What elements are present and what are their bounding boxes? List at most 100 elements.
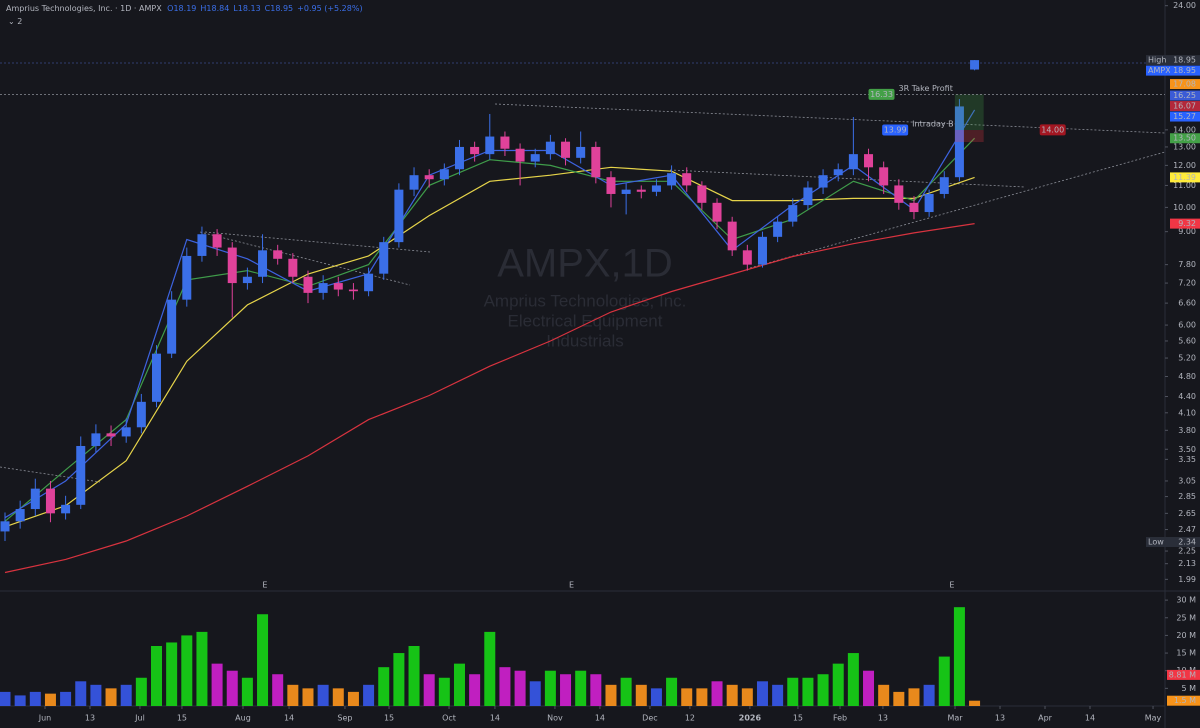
candle-body — [742, 250, 752, 265]
candle-body — [909, 202, 919, 213]
candle-body — [76, 445, 86, 505]
x-tick-label: 2026 — [739, 714, 762, 723]
volume-tick-label: 25 M — [1176, 613, 1196, 622]
volume-bar — [499, 667, 511, 706]
volume-bar — [287, 684, 299, 706]
candle-body — [773, 221, 783, 237]
volume-bar — [726, 684, 738, 706]
volume-bar — [878, 684, 890, 706]
volume-bar — [923, 684, 935, 706]
position-box — [868, 88, 895, 100]
candle-body — [621, 189, 631, 194]
candle-body — [242, 276, 252, 284]
position-value: 13.99 — [884, 126, 907, 135]
volume-bar — [590, 674, 602, 706]
price-label-box — [1170, 101, 1200, 112]
price-label-name: AMPX — [1148, 66, 1171, 75]
candle-body — [939, 177, 949, 194]
candle-body — [348, 289, 358, 292]
x-tick-label: Aug — [235, 714, 251, 723]
y-tick-label: 7.80 — [1178, 260, 1196, 269]
y-tick-label: 10.00 — [1173, 203, 1196, 212]
price-label-name-box — [1146, 55, 1170, 66]
y-tick-label: 3.50 — [1178, 445, 1196, 454]
candle-body — [500, 136, 510, 149]
volume-label: 1.5 M — [1174, 696, 1196, 705]
quote: H18.84 — [200, 4, 229, 13]
event-marker: E — [262, 581, 267, 590]
price-label-box — [1170, 537, 1200, 548]
volume-tick-label: 15 M — [1176, 649, 1196, 658]
volume-bar — [832, 663, 844, 706]
candle-body — [970, 60, 980, 70]
watermark-line: Industrials — [546, 331, 623, 350]
volume-bar — [953, 607, 965, 706]
trendline — [204, 231, 431, 253]
volume-bar — [666, 677, 678, 706]
candle-body — [15, 509, 25, 522]
header-title: Amprius Technologies, Inc. · 1D · AMPX O1… — [6, 4, 363, 13]
candle-body — [788, 205, 798, 222]
price-label-box — [1170, 55, 1200, 66]
candle-body — [636, 189, 646, 192]
profit-zone — [954, 94, 984, 131]
price-label: 11.39 — [1173, 173, 1196, 182]
price-label-name-box — [1146, 537, 1170, 548]
volume-bar — [620, 677, 632, 706]
price-label: 18.95 — [1173, 66, 1196, 75]
volume-label-box — [1167, 695, 1200, 706]
candle-body — [167, 299, 177, 354]
y-tick-label: 2.13 — [1178, 559, 1196, 568]
candle-body — [439, 169, 449, 180]
x-tick-label: Dec — [642, 714, 657, 723]
candle-body — [651, 185, 661, 192]
candle-body — [106, 433, 116, 437]
y-tick-label: 6.60 — [1178, 299, 1196, 308]
volume-bar — [90, 684, 102, 706]
volume-bar — [393, 653, 405, 706]
volume-bar — [575, 670, 587, 706]
chevron: ⌄ — [8, 17, 17, 26]
candle-body — [379, 242, 389, 274]
candle-body — [803, 187, 813, 206]
position-text: 3R Take Profit — [899, 84, 953, 93]
volume-bar — [272, 674, 284, 706]
volume-bar — [302, 688, 314, 706]
volume-tick-label: 5 M — [1181, 684, 1196, 693]
position-box — [1039, 124, 1066, 136]
candle-body — [682, 173, 692, 186]
x-tick-label: Mar — [947, 714, 963, 723]
y-tick-label: 6.00 — [1178, 321, 1196, 330]
candle-body — [0, 521, 10, 532]
x-tick-label: Apr — [1038, 714, 1053, 723]
candle-body — [485, 136, 495, 155]
price-label: 9.32 — [1178, 219, 1196, 228]
y-tick-label: 5.60 — [1178, 336, 1196, 345]
loss-zone — [954, 130, 984, 143]
volume-bar — [484, 631, 496, 706]
candle-body — [227, 247, 237, 284]
y-tick-label: 13.00 — [1173, 142, 1196, 151]
watermark-line: Electrical Equipment — [508, 311, 663, 330]
candle-body — [151, 353, 161, 402]
price-label: 13.50 — [1173, 134, 1196, 143]
volume-bar — [863, 670, 875, 706]
candle-body — [273, 250, 283, 259]
indicator-toggle[interactable]: ⌄ 2 — [8, 17, 22, 26]
x-tick-label: 13 — [995, 714, 1005, 723]
volume-bar — [408, 646, 420, 706]
candle-body — [697, 185, 707, 203]
volume-bar — [378, 667, 390, 706]
y-tick-label: 24.00 — [1173, 1, 1196, 10]
volume-bar — [60, 691, 72, 706]
volume-bar — [696, 688, 708, 706]
candle-body — [591, 146, 601, 178]
candle-body — [424, 175, 434, 180]
x-tick-label: 14 — [1085, 714, 1095, 723]
price-label: 15.27 — [1173, 112, 1196, 121]
candle-body — [894, 185, 904, 203]
y-tick-label: 2.85 — [1178, 492, 1196, 501]
